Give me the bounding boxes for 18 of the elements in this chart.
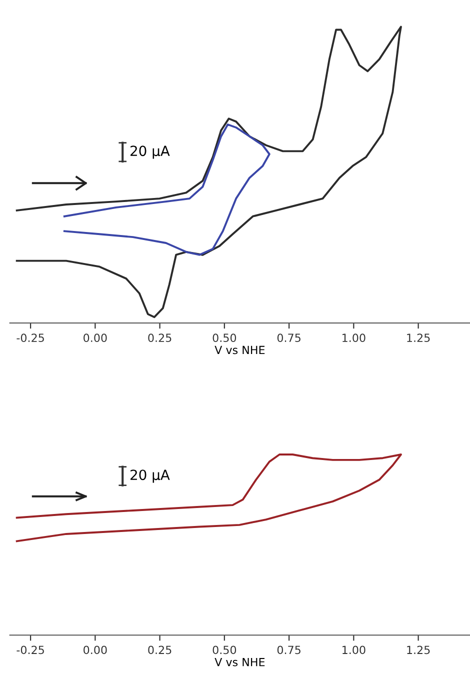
x-tick-label: -0.25 [16, 646, 44, 654]
x-tick-label: 1.00 [342, 334, 366, 342]
x-tick-label: 0.50 [212, 646, 236, 654]
x-tick-label: 0.75 [277, 334, 300, 342]
x-tick-label: 0.00 [84, 646, 107, 654]
x-tick-label: 1.25 [407, 646, 430, 654]
x-tick-label: 0.50 [212, 334, 236, 342]
annotation: 20 µA [130, 470, 170, 483]
x-tick-label: 1.25 [407, 334, 430, 342]
annotation: 20 µA [130, 146, 170, 159]
x-axis-title: V vs NHE [214, 658, 265, 666]
x-axis-title: V vs NHE [214, 346, 265, 354]
x-tick-label: 0.00 [84, 334, 107, 342]
x-tick-label: -0.25 [16, 334, 44, 342]
x-tick-label: 0.25 [148, 646, 172, 654]
x-tick-label: 0.75 [277, 646, 300, 654]
x-tick-label: 0.25 [148, 334, 172, 342]
x-tick-label: 1.00 [342, 646, 366, 654]
